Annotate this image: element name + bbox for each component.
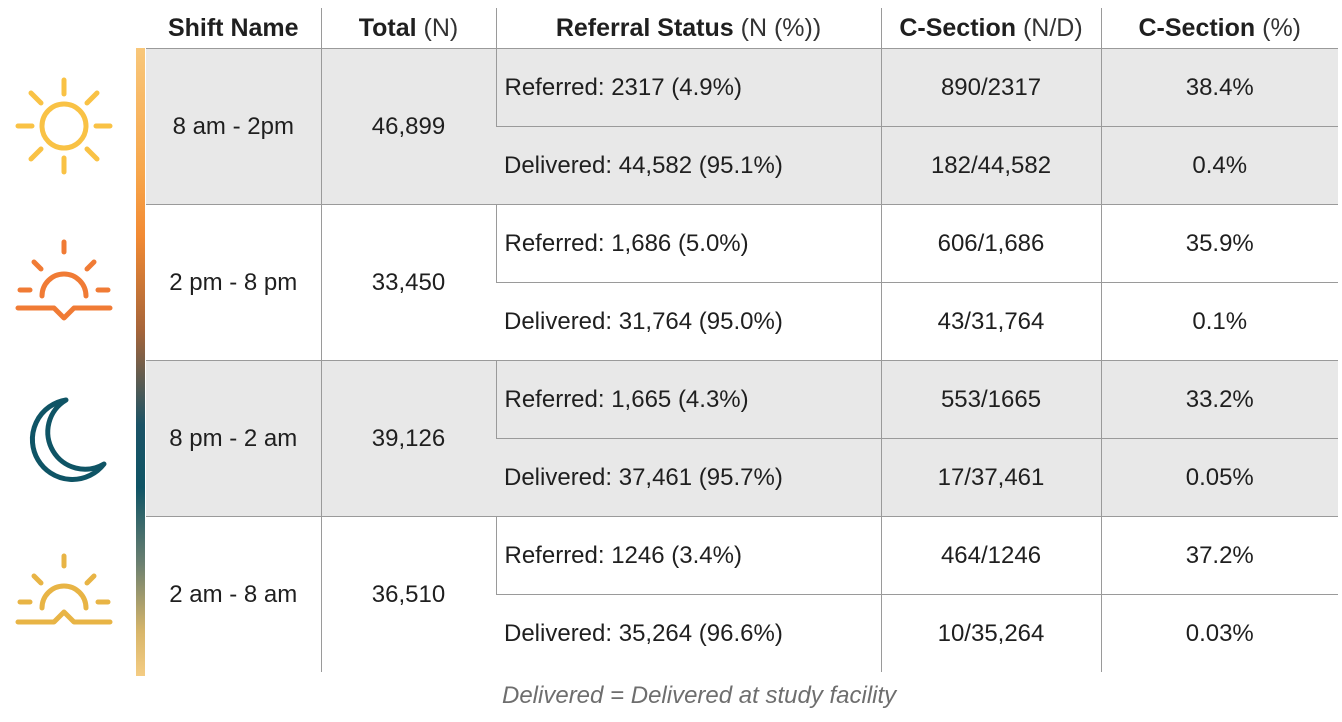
- csection-nd-cell: 890/2317: [880, 48, 1101, 127]
- referral-status-cell: Referred: 1,665 (4.3%): [495, 360, 881, 439]
- csection-pct-cell: 35.9%: [1100, 204, 1338, 283]
- moon-icon: [29, 397, 107, 482]
- shift-table: Shift Name Total (N) Referral Status (N …: [146, 8, 1338, 672]
- csection-nd-cell: 10/35,264: [880, 594, 1101, 672]
- table-row: Delivered: 44,582 (95.1%) 182/44,582 0.4…: [146, 126, 1338, 205]
- table-row: Delivered: 37,461 (95.7%) 17/37,461 0.05…: [146, 438, 1338, 517]
- csection-nd-cell: 553/1665: [880, 360, 1101, 439]
- csection-pct-cell: 0.4%: [1100, 126, 1338, 205]
- table-row: 8 am - 2pm 46,899 Referred: 2317 (4.9%) …: [146, 48, 1338, 205]
- sun-icon: [15, 77, 113, 175]
- header-csection-nd: C-Section (N/D): [880, 8, 1101, 49]
- csection-nd-cell: 182/44,582: [880, 126, 1101, 205]
- csection-pct-cell: 0.05%: [1100, 438, 1338, 517]
- csection-nd-cell: 17/37,461: [880, 438, 1101, 517]
- referral-status-cell: Referred: 1246 (3.4%): [495, 516, 881, 595]
- referral-status-cell: Delivered: 44,582 (95.1%): [496, 126, 881, 205]
- table-row: Delivered: 35,264 (96.6%) 10/35,264 0.03…: [146, 594, 1338, 672]
- header-csection-pct: C-Section (%): [1100, 8, 1338, 49]
- table-row: 8 pm - 2 am 39,126 Referred: 1,665 (4.3%…: [146, 360, 1338, 517]
- shift-name-cell: 8 pm - 2 am: [146, 360, 321, 517]
- shift-name-cell: 2 am - 8 am: [146, 516, 321, 672]
- csection-pct-cell: 37.2%: [1100, 516, 1338, 595]
- referral-status-cell: Referred: 1,686 (5.0%): [495, 204, 881, 283]
- time-of-day-gradient-bar: [136, 48, 145, 676]
- shift-name-cell: 2 pm - 8 pm: [146, 204, 321, 361]
- csection-nd-cell: 464/1246: [880, 516, 1101, 595]
- total-cell: 33,450: [320, 204, 496, 361]
- shift-icons-column: [0, 0, 130, 722]
- total-cell: 36,510: [320, 516, 496, 672]
- referral-status-cell: Delivered: 37,461 (95.7%): [496, 438, 881, 517]
- csection-pct-cell: 38.4%: [1100, 48, 1338, 127]
- table-row: 2 am - 8 am 36,510 Referred: 1246 (3.4%)…: [146, 516, 1338, 672]
- sunset-icon: [15, 239, 113, 321]
- csection-nd-cell: 606/1,686: [880, 204, 1101, 283]
- footnote: Delivered = Delivered at study facility: [502, 682, 897, 709]
- header-referral-status: Referral Status (N (%)): [495, 8, 881, 49]
- total-cell: 39,126: [320, 360, 496, 517]
- csection-pct-cell: 0.1%: [1100, 282, 1338, 361]
- header-shift-name: Shift Name: [167, 13, 299, 42]
- shift-name-cell: 8 am - 2pm: [146, 48, 321, 205]
- referral-status-cell: Referred: 2317 (4.9%): [495, 48, 881, 127]
- sunrise-icon: [15, 553, 113, 625]
- csection-pct-cell: 0.03%: [1100, 594, 1338, 672]
- referral-status-cell: Delivered: 31,764 (95.0%): [496, 282, 881, 361]
- table-row: Delivered: 31,764 (95.0%) 43/31,764 0.1%: [146, 282, 1338, 361]
- header-total: Total (N): [320, 8, 496, 49]
- referral-status-cell: Delivered: 35,264 (96.6%): [496, 594, 881, 672]
- header-row: Shift Name Total (N) Referral Status (N …: [146, 8, 1338, 49]
- table-row: 2 pm - 8 pm 33,450 Referred: 1,686 (5.0%…: [146, 204, 1338, 361]
- csection-nd-cell: 43/31,764: [880, 282, 1101, 361]
- csection-pct-cell: 33.2%: [1100, 360, 1338, 439]
- total-cell: 46,899: [320, 48, 496, 205]
